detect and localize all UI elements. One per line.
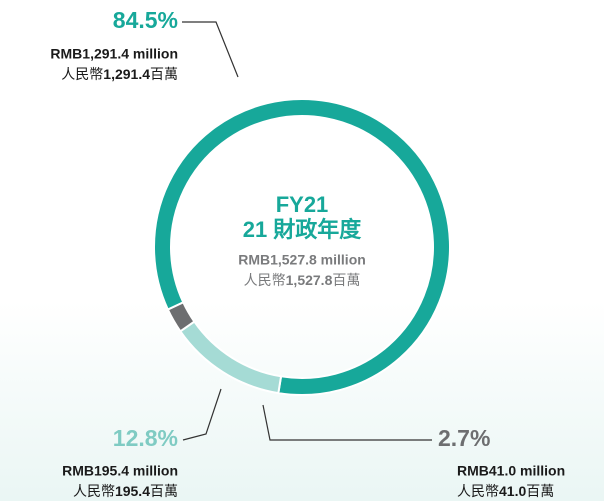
center-title: FY21	[276, 192, 329, 217]
amount-label-zh: 人民幣195.4百萬	[73, 483, 178, 499]
leader-line	[182, 388, 222, 441]
amount-label-zh: 人民幣1,291.4百萬	[61, 66, 178, 82]
donut-slice	[153, 98, 451, 396]
amount-label: RMB195.4 million	[62, 463, 178, 479]
leader-line	[182, 21, 239, 78]
value-label: 12.8%	[113, 425, 178, 451]
value-label: 84.5%	[113, 7, 178, 33]
amount-label-zh: 人民幣41.0百萬	[457, 483, 554, 499]
center-subtitle: 21 財政年度	[243, 217, 363, 242]
leader-line	[262, 404, 432, 441]
amount-label: RMB41.0 million	[457, 463, 565, 479]
center-total-zh: 人民幣1,527.8百萬	[244, 272, 361, 288]
center-total: RMB1,527.8 million	[238, 252, 366, 268]
donut-slice	[166, 301, 196, 333]
donut-slice	[178, 320, 283, 395]
value-label: 2.7%	[438, 425, 490, 451]
amount-label: RMB1,291.4 million	[50, 46, 178, 62]
